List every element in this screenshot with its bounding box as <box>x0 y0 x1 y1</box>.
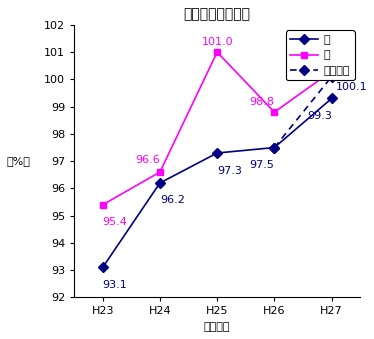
新 <box>272 145 277 149</box>
Text: 97.5: 97.5 <box>249 160 275 170</box>
Title: 経常収支比率見込: 経常収支比率見込 <box>184 7 251 21</box>
新 <box>158 181 162 185</box>
X-axis label: （年度）: （年度） <box>204 322 230 332</box>
Line: 新: 新 <box>99 95 335 271</box>
旧 <box>100 203 105 207</box>
整形再開 <box>329 75 334 79</box>
Text: 97.3: 97.3 <box>217 165 242 176</box>
旧 <box>329 69 334 73</box>
Text: 100.3: 100.3 <box>300 56 332 66</box>
旧 <box>272 110 277 114</box>
Text: 101.0: 101.0 <box>201 37 233 46</box>
Text: 100.1: 100.1 <box>336 82 367 92</box>
新 <box>329 97 334 101</box>
旧 <box>158 170 162 174</box>
Y-axis label: （%）: （%） <box>7 156 31 166</box>
新 <box>100 265 105 270</box>
Line: 整形再開: 整形再開 <box>271 73 335 151</box>
新 <box>215 151 220 155</box>
整形再開 <box>272 145 277 149</box>
Line: 旧: 旧 <box>99 49 335 208</box>
Text: 95.4: 95.4 <box>102 217 128 227</box>
Text: 99.3: 99.3 <box>307 111 332 121</box>
Text: 96.2: 96.2 <box>160 196 185 205</box>
Text: 93.1: 93.1 <box>102 280 128 290</box>
Text: 96.6: 96.6 <box>135 155 160 165</box>
Legend: 新, 旧, 整形再開: 新, 旧, 整形再開 <box>286 31 355 80</box>
旧 <box>215 50 220 54</box>
Text: 98.8: 98.8 <box>249 97 275 106</box>
